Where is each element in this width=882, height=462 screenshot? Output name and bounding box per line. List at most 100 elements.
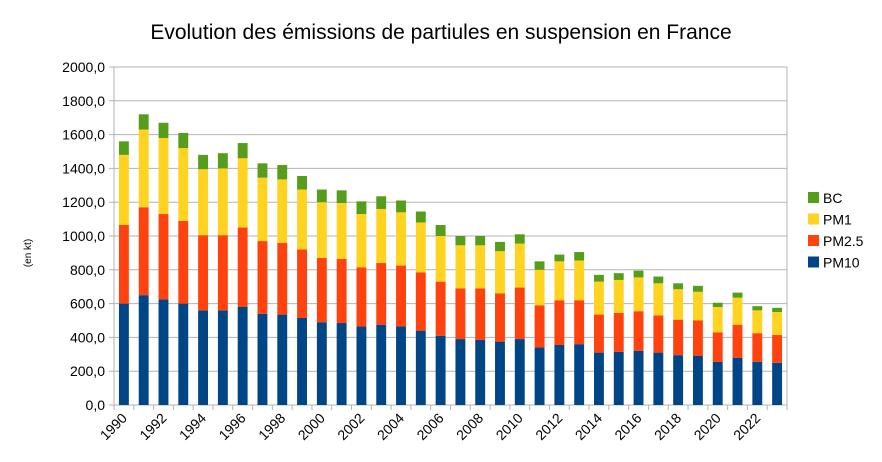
bar-bc-1995 [217,153,228,169]
bar-pm1-1996 [237,158,248,228]
bar-bc-2008 [475,236,486,246]
bar-pm10-2023 [772,362,783,405]
x-tick-label: 1994 [176,410,209,443]
bar-pm25-2009 [495,293,505,342]
x-tick-label: 2006 [413,410,446,443]
bar-pm10-2000 [316,322,327,405]
bar-bc-1991 [138,114,149,130]
bar-bc-1996 [237,143,248,159]
x-tick-label: 2004 [374,410,407,443]
bar-pm1-1991 [138,129,149,208]
bar-pm1-1999 [297,189,307,250]
bar-bc-2017 [653,276,664,284]
y-tick-label: 1200,0 [62,194,105,210]
y-tick-label: 2000,0 [62,59,105,75]
bar-pm1-2000 [316,202,327,258]
legend-label-pm1: PM1 [823,212,852,228]
y-axis-label: (en kt) [23,239,34,267]
bar-bc-2001 [336,190,347,204]
bar-bc-1999 [297,176,307,190]
y-tick-label: 1800,0 [62,93,105,109]
bar-pm1-2012 [554,261,565,301]
bar-pm25-2012 [554,300,565,346]
x-tick-label: 2018 [651,410,684,443]
bar-pm10-2018 [673,355,684,405]
bar-pm10-1998 [277,314,288,405]
bar-pm10-2019 [692,355,703,405]
bar-bc-2016 [633,270,644,278]
bar-bc-2011 [534,261,545,270]
bar-pm25-1996 [237,227,248,307]
bar-pm25-1995 [217,235,228,311]
bar-pm10-1994 [198,310,209,405]
x-tick-label: 2016 [611,410,644,443]
bar-pm10-1999 [297,317,307,405]
bar-pm10-2011 [534,347,545,405]
bar-pm10-2013 [574,344,585,405]
bar-bc-2013 [574,252,585,261]
bar-bc-2010 [514,234,525,244]
x-tick-label: 2014 [572,410,605,443]
bar-pm25-1990 [118,225,129,304]
y-tick-label: 1600,0 [62,127,105,143]
bar-pm1-2017 [653,283,664,316]
legend: BC PM1 PM2.5 PM10 [808,190,864,271]
bar-pm25-2005 [415,272,426,331]
bar-pm25-2008 [475,288,486,340]
y-tick-label: 0,0 [86,397,106,413]
legend-swatch-pm1 [808,213,819,225]
y-tick-label: 600,0 [70,296,105,312]
bar-pm1-2016 [633,277,644,312]
bar-pm1-2010 [514,243,525,288]
bar-pm10-1997 [257,313,268,405]
bar-bc-2015 [613,273,624,280]
bar-pm25-2013 [574,300,585,345]
bar-bc-2023 [772,307,783,313]
x-tick-label: 2010 [493,410,526,443]
bar-pm10-2007 [455,339,466,405]
bar-bc-2018 [673,283,684,290]
bar-pm10-2004 [396,326,406,405]
bar-pm25-2002 [356,267,367,327]
bar-pm1-2019 [692,291,703,321]
bar-pm10-2008 [475,339,486,405]
bar-pm25-2021 [732,324,743,358]
x-tick-label: 2008 [453,410,486,443]
bar-pm1-2003 [376,208,387,264]
bar-bc-2009 [495,241,505,252]
bar-pm1-1990 [118,154,129,226]
bar-bc-1997 [257,163,268,178]
bars [118,114,783,405]
bar-pm1-2023 [772,312,783,335]
bar-pm1-2009 [495,251,505,294]
bar-pm10-2014 [594,352,604,405]
bar-pm1-1994 [198,169,209,236]
bar-bc-2014 [594,274,604,282]
bar-bc-1990 [118,141,129,155]
bar-pm1-1995 [217,168,228,236]
bar-pm1-2020 [712,306,723,333]
bar-pm25-1992 [158,214,169,300]
legend-label-pm25: PM2.5 [823,233,864,249]
bar-pm25-2014 [594,314,604,353]
y-tick-label: 400,0 [70,329,105,345]
bar-pm1-2022 [752,310,763,334]
bar-pm1-2021 [732,297,743,325]
legend-label-bc: BC [823,190,842,206]
bar-bc-2005 [415,211,426,223]
x-tick-label: 2022 [730,410,763,443]
bar-pm10-2012 [554,345,565,405]
bar-bc-2020 [712,302,723,307]
y-tick-label: 800,0 [70,262,105,278]
bar-pm10-2017 [653,352,664,405]
bar-pm1-2006 [435,236,446,282]
x-tick-label: 1992 [136,410,169,443]
bar-pm1-1997 [257,177,268,242]
bar-pm25-2000 [316,257,327,323]
bar-pm10-2005 [415,330,426,405]
bar-pm1-2007 [455,245,466,289]
bar-pm10-2003 [376,324,387,405]
x-tick-label: 1998 [255,410,288,443]
bar-pm25-2007 [455,288,466,340]
